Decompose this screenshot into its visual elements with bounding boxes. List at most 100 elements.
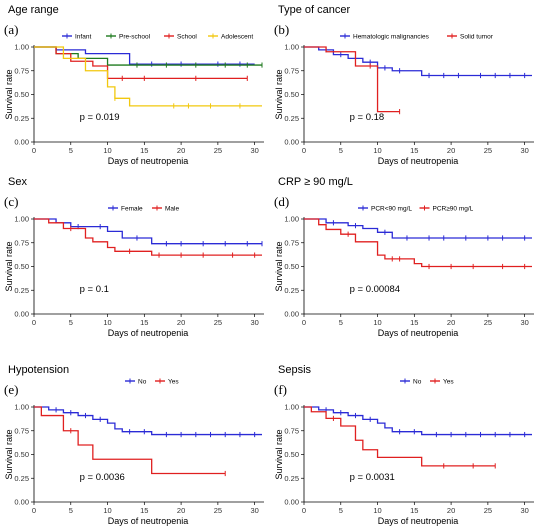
km-curve-pcr-90-mg-l: [304, 218, 532, 239]
y-tick-label: 0.00: [14, 498, 29, 507]
x-tick-label: 30: [520, 506, 528, 515]
legend-item: Female: [108, 205, 143, 212]
legend-label: Yes: [168, 378, 179, 385]
y-axis-label: Survival rate: [274, 69, 284, 119]
y-tick-label: 1.00: [284, 403, 299, 412]
x-tick-label: 20: [447, 506, 455, 515]
panel-title: Type of cancer: [278, 4, 350, 16]
x-axis-label: Days of neutropenia: [108, 328, 189, 338]
y-tick-label: 1.00: [284, 215, 299, 224]
legend-label: Adolescent: [221, 33, 253, 40]
y-tick-label: 0.25: [284, 114, 299, 123]
legend-item: No: [125, 378, 147, 385]
y-tick-label: 0.00: [284, 138, 299, 147]
legend-label: School: [177, 33, 197, 40]
legend-item: Yes: [430, 378, 454, 385]
legend-item: Adolescent: [208, 33, 253, 40]
x-tick-label: 15: [410, 146, 418, 155]
x-tick-label: 5: [339, 506, 343, 515]
y-axis-label: Survival rate: [4, 429, 14, 479]
x-tick-label: 20: [177, 318, 185, 327]
x-tick-label: 30: [520, 318, 528, 327]
legend-item: Yes: [155, 378, 179, 385]
x-tick-label: 5: [69, 146, 73, 155]
y-tick-label: 0.50: [14, 90, 29, 99]
y-tick-label: 0.00: [14, 138, 29, 147]
x-tick-label: 25: [214, 318, 222, 327]
km-curve-yes: [304, 406, 496, 467]
legend-item: Hematologic malignancies: [340, 33, 430, 40]
legend-item: PCR<90 mg/L: [358, 205, 412, 212]
p-value: p = 0.0036: [80, 472, 125, 483]
km-curve-yes: [34, 406, 226, 475]
y-tick-label: 0.50: [284, 90, 299, 99]
x-tick-label: 0: [302, 318, 306, 327]
x-tick-label: 25: [484, 506, 492, 515]
y-tick-label: 1.00: [14, 43, 29, 52]
x-axis-label: Days of neutropenia: [378, 156, 459, 166]
km-curve-pcr-90-mg-l: [304, 218, 532, 268]
y-axis-label: Survival rate: [4, 69, 14, 119]
km-curve-infant: [34, 46, 255, 65]
x-axis-label: Days of neutropenia: [108, 156, 189, 166]
legend-label: Pre-school: [119, 33, 151, 40]
y-tick-label: 0.50: [284, 262, 299, 271]
x-tick-label: 20: [447, 318, 455, 327]
legend-item: School: [164, 33, 197, 40]
km-curve-male: [34, 218, 262, 256]
x-axis-label: Days of neutropenia: [378, 516, 459, 526]
p-value: p = 0.0031: [350, 472, 395, 483]
y-axis-label: Survival rate: [274, 429, 284, 479]
panel-label: (e): [4, 382, 18, 397]
x-tick-label: 0: [302, 506, 306, 515]
panel-6: (f) Sepsis No Yes 0.00 0.25 0.50 0.75 1.00 0 5 10 15…: [274, 364, 534, 526]
y-tick-label: 0.75: [284, 66, 299, 75]
y-tick-label: 0.25: [14, 474, 29, 483]
p-value: p = 0.019: [80, 112, 120, 123]
y-axis-label: Survival rate: [4, 241, 14, 291]
panel-3: (c) Sex Female Male 0.00 0.25 0.50 0.75 1.00 0 5 10…: [4, 176, 264, 338]
legend-item: No: [400, 378, 422, 385]
legend-label: Female: [121, 205, 143, 212]
x-tick-label: 30: [250, 506, 258, 515]
legend-label: No: [138, 378, 147, 385]
km-curve-adolescent: [34, 46, 262, 107]
x-tick-label: 0: [32, 146, 36, 155]
x-tick-label: 10: [103, 146, 111, 155]
legend-label: Hematologic malignancies: [353, 33, 430, 40]
legend-label: PCR<90 mg/L: [371, 205, 412, 212]
x-tick-label: 20: [177, 506, 185, 515]
y-tick-label: 0.75: [284, 238, 299, 247]
legend-item: Male: [152, 205, 179, 212]
panel-label: (f): [274, 382, 287, 397]
legend-label: No: [413, 378, 422, 385]
y-tick-label: 0.00: [284, 498, 299, 507]
legend-label: Infant: [75, 33, 91, 40]
x-tick-label: 10: [373, 146, 381, 155]
legend-label: Yes: [443, 378, 454, 385]
legend-label: Solid tumor: [460, 33, 494, 40]
x-tick-label: 30: [250, 318, 258, 327]
panel-2: (b) Type of cancer Hematologic malignancie…: [274, 4, 534, 166]
panel-label: (a): [4, 22, 18, 37]
x-tick-label: 10: [103, 318, 111, 327]
km-curve-solid-tumor: [304, 46, 400, 113]
y-tick-label: 0.25: [284, 286, 299, 295]
panel-label: (c): [4, 194, 18, 209]
x-tick-label: 15: [140, 146, 148, 155]
legend-label: PCR≥90 mg/L: [433, 205, 474, 212]
panel-label: (b): [274, 22, 289, 37]
y-tick-label: 0.75: [14, 426, 29, 435]
x-tick-label: 30: [250, 146, 258, 155]
panel-title: Age range: [8, 4, 59, 16]
panel-title: Hypotension: [8, 364, 69, 376]
y-tick-label: 1.00: [284, 43, 299, 52]
x-tick-label: 5: [339, 146, 343, 155]
panel-1: (a) Age range Infant Pre-school School Adoles…: [4, 4, 264, 166]
panel-title: Sepsis: [278, 364, 312, 376]
x-tick-label: 5: [69, 318, 73, 327]
x-tick-label: 5: [339, 318, 343, 327]
panel-title: Sex: [8, 176, 27, 188]
x-tick-label: 20: [177, 146, 185, 155]
